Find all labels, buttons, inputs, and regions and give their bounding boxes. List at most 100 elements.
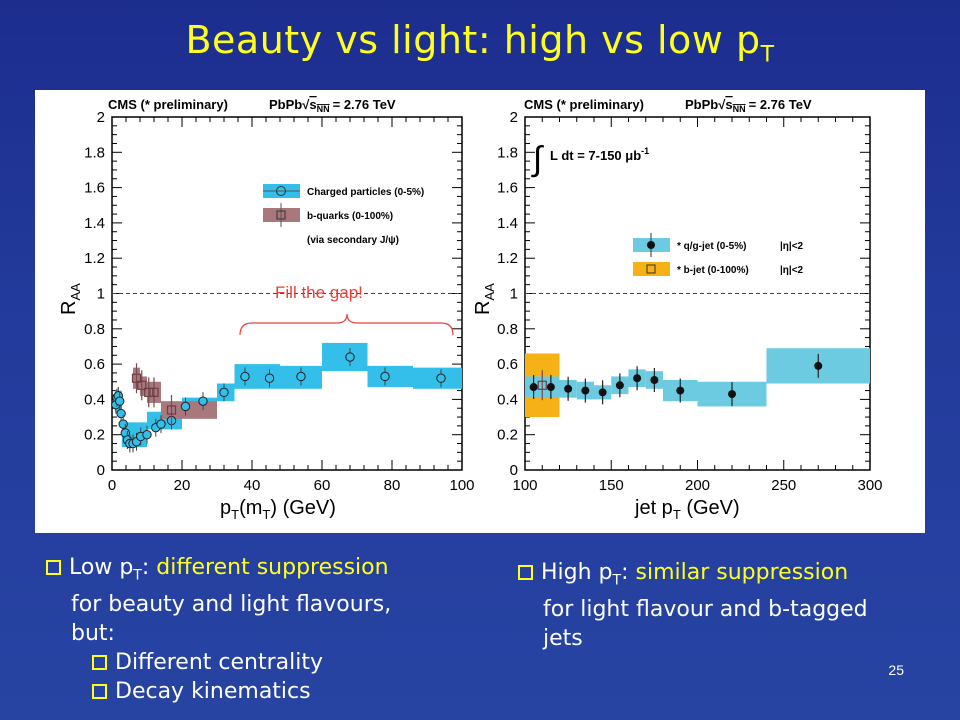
right-lumi-text: L dt = 7-150 μb — [550, 148, 641, 163]
x-tick-label: 80 — [384, 477, 401, 494]
left-snn: sNN — [309, 97, 329, 114]
y-tick-label: 1 — [97, 286, 105, 303]
x-tick-label: 150 — [599, 477, 624, 494]
y-tick-label: 0.2 — [84, 427, 105, 444]
y-tick-label: 0.2 — [497, 427, 518, 444]
slide-number: 25 — [888, 662, 904, 678]
y-tick-label: 1.6 — [497, 180, 518, 197]
y-tick-label: 0.4 — [84, 391, 105, 408]
left-b1-line2: for beauty and light flavours, — [71, 592, 392, 618]
data-point — [380, 371, 390, 382]
data-point — [180, 401, 191, 412]
right-lumi-exp: -1 — [641, 146, 649, 156]
data-point — [144, 387, 154, 397]
right-b1-pre: High p — [541, 560, 613, 585]
data-point — [676, 386, 685, 395]
right-sqrt-sign: √ — [718, 97, 726, 112]
legend-qgjet-eta: |η|<2 — [780, 241, 804, 252]
right-b1-line3: jets — [543, 626, 583, 652]
left-ylabel-sub: AA — [68, 283, 83, 301]
y-tick-label: 1.8 — [84, 144, 105, 161]
left-y-ticks: 0 0.2 0.4 0.6 0.8 1 1.2 1.4 1.6 1.8 2 — [84, 109, 462, 479]
left-xlabel-e: ) (GeV) — [270, 497, 336, 519]
left-b1-pre: Low p — [69, 555, 134, 580]
left-x-axis-label: pT(mT) (GeV) — [220, 497, 336, 522]
left-sub-bullet-1: Different centrality — [46, 648, 486, 677]
data-point — [598, 388, 607, 397]
right-points — [529, 353, 823, 407]
data-point — [529, 383, 538, 392]
left-b1-colon: : — [141, 555, 150, 580]
legend-bjet-label: * b-jet (0-100%) — [677, 265, 749, 276]
right-legend: * q/g-jet (0-5%) |η|<2 * b-jet (0-100%) … — [633, 233, 804, 276]
right-bullets: High pT: similar suppression for light f… — [518, 558, 938, 653]
y-tick-label: 0.8 — [84, 321, 105, 338]
left-chart: CMS (* preliminary) PbPb√sNN = 2.76 TeV 0… — [58, 97, 475, 522]
right-y-axis-label: RAA — [472, 283, 497, 315]
legend-qgjet-label: * q/g-jet (0-5%) — [677, 241, 746, 252]
figure-panel: CMS (* preliminary) PbPb√sNN = 2.76 TeV 0… — [35, 90, 925, 533]
right-system-pre: PbPb — [685, 97, 718, 112]
legend-bquark-note: (via secondary J/ψ) — [307, 235, 399, 246]
left-system-pre: PbPb — [269, 97, 302, 112]
uncertainty-band — [322, 342, 368, 372]
data-point — [814, 361, 823, 370]
right-b1-sub: T — [612, 572, 622, 589]
data-point — [564, 384, 573, 393]
legend-bjet-marker — [646, 264, 656, 274]
legend-charged-label: Charged particles (0-5%) — [307, 187, 424, 198]
left-system-post: = 2.76 TeV — [333, 97, 396, 112]
x-tick-label: 250 — [771, 477, 796, 494]
x-tick-label: 300 — [857, 477, 882, 494]
data-point — [118, 419, 128, 429]
left-sqrt-sign: √ — [302, 97, 310, 112]
data-point — [264, 373, 275, 383]
left-bands — [114, 342, 462, 448]
data-point — [115, 396, 125, 406]
data-point — [296, 371, 306, 382]
y-tick-label: 1.6 — [84, 180, 105, 197]
left-xlabel-d: T — [262, 507, 270, 522]
left-ylabel-main: R — [58, 301, 80, 315]
right-xlabel-c: (GeV) — [681, 497, 740, 519]
y-tick-label: 0.8 — [497, 321, 518, 338]
right-x-ticks: 100 150 200 250 300 — [512, 117, 883, 494]
x-tick-label: 100 — [449, 477, 474, 494]
y-tick-label: 2 — [510, 109, 518, 126]
left-system-label: PbPb√sNN = 2.76 TeV — [269, 97, 396, 114]
right-bullet-1: High pT: similar suppression — [518, 558, 938, 595]
x-tick-label: 20 — [174, 477, 191, 494]
left-xlabel-a: p — [220, 497, 231, 519]
left-points — [111, 348, 446, 453]
y-tick-label: 0 — [97, 462, 105, 479]
annotation-brace — [239, 313, 454, 336]
left-bullet-1: Low pT: different suppression — [46, 553, 486, 590]
right-chart: CMS (* preliminary) PbPb√sNN = 2.76 TeV ∫… — [472, 97, 883, 522]
y-tick-label: 1 — [510, 286, 518, 303]
right-xlabel-a: jet p — [634, 497, 673, 519]
right-snn: sNN — [725, 97, 745, 114]
left-y-axis-label: RAA — [58, 283, 83, 315]
data-point — [650, 375, 659, 384]
bullet-square-icon — [518, 565, 533, 580]
data-point — [116, 408, 126, 419]
y-tick-label: 0.6 — [84, 356, 105, 373]
y-tick-label: 1.8 — [497, 144, 518, 161]
data-point — [615, 381, 624, 390]
data-point — [546, 383, 555, 392]
y-tick-label: 0.4 — [497, 391, 518, 408]
data-point — [537, 380, 547, 390]
legend-bquark-label: b-quarks (0-100%) — [307, 211, 393, 222]
x-tick-label: 40 — [244, 477, 261, 494]
x-tick-label: 0 — [108, 477, 116, 494]
legend-bquark-marker — [276, 210, 286, 220]
left-xlabel-b: T — [231, 507, 239, 522]
left-x-ticks: 0 20 40 60 80 100 — [108, 117, 475, 494]
left-xlabel-c: (m — [239, 497, 262, 519]
integral-sign: ∫ — [531, 140, 544, 178]
fill-the-gap-annotation: Fill the gap! — [239, 283, 454, 336]
uncertainty-band — [140, 376, 147, 396]
data-point — [131, 373, 142, 383]
uncertainty-band — [367, 365, 413, 388]
left-legend: Charged particles (0-5%) b-quarks (0-100… — [263, 184, 424, 246]
